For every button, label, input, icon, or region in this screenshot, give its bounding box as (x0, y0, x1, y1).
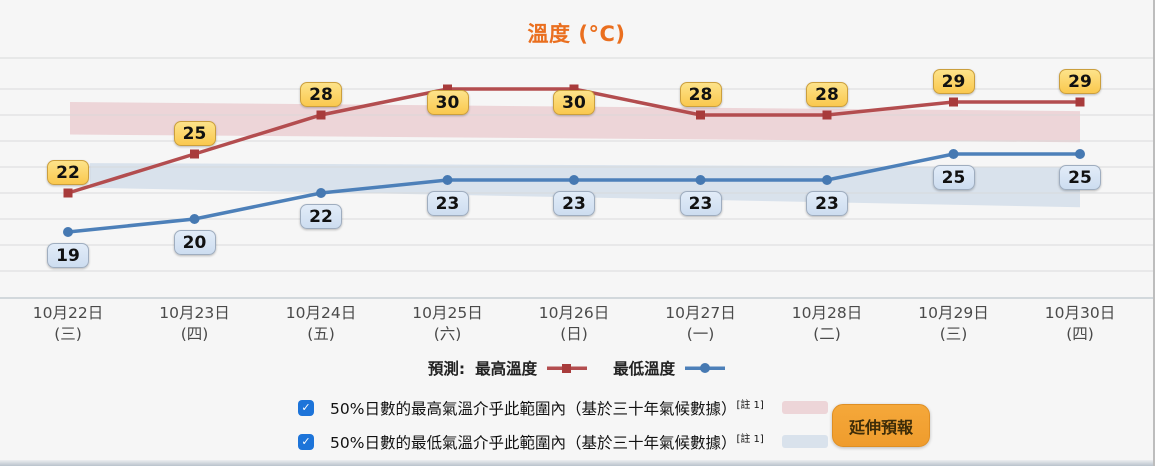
max-temp-value-label: 29 (932, 69, 975, 94)
min-temp-value-label: 23 (806, 191, 848, 216)
option-row-min-range: ✓ 50%日數的最低氣溫介乎此範圍內（基於三十年氣候數據）[註 1] (298, 430, 828, 453)
x-axis-label: 10月24日 (五) (285, 304, 357, 343)
min-temp-value-label: 20 (173, 230, 216, 255)
footnote-ref: [註 1] (736, 434, 764, 445)
max-temp-point (949, 97, 958, 107)
min-temp-point (695, 175, 706, 185)
max-temp-value-label: 30 (553, 90, 595, 115)
max-temp-value-label: 22 (47, 160, 89, 185)
legend-forecast-prefix: 預測: (427, 360, 466, 378)
x-axis-label: 10月28日 (二) (791, 304, 863, 343)
min-temp-value-label: 19 (47, 243, 89, 268)
min-temp-point (316, 188, 326, 198)
max-temp-value-label: 28 (679, 82, 722, 107)
min-temp-point (948, 149, 959, 159)
checkbox-max-range[interactable]: ✓ (298, 399, 314, 416)
legend-min-label: 最低溫度 (613, 360, 676, 378)
x-axis-label: 10月27日 (一) (665, 304, 736, 343)
min-temp-point (569, 175, 579, 185)
min-temp-point (63, 227, 73, 237)
footnote-ref: [註 1] (736, 400, 764, 411)
max-temp-value-label: 30 (426, 90, 469, 115)
x-axis-label: 10月30日 (四) (1044, 304, 1116, 343)
x-axis-label: 10月25日 (六) (412, 304, 483, 343)
max-range-swatch (781, 401, 828, 415)
min-temp-point (822, 175, 832, 185)
max-temp-point (63, 188, 73, 198)
legend-max-swatch (547, 364, 588, 373)
min-temp-value-label: 23 (679, 191, 722, 216)
option-max-range-label: 50%日數的最高氣溫介乎此範圍內（基於三十年氣候數據）[註 1] (330, 400, 764, 419)
checkbox-min-range[interactable]: ✓ (298, 433, 314, 450)
min-range-swatch (781, 435, 828, 449)
x-axis-label: 10月29日 (三) (918, 304, 989, 343)
max-temp-value-label: 28 (300, 82, 342, 107)
max-temp-point (822, 110, 832, 120)
min-temp-value-label: 23 (426, 191, 469, 216)
option-min-range-label: 50%日數的最低氣溫介乎此範圍內（基於三十年氣候數據）[註 1] (330, 434, 764, 453)
legend-max-label: 最高溫度 (475, 360, 538, 378)
legend-min-swatch (685, 363, 726, 373)
min-temp-value-label: 23 (553, 191, 595, 216)
extended-forecast-button[interactable]: 延伸預報 (832, 404, 930, 447)
x-axis-label: 10月23日 (四) (159, 304, 230, 343)
max-temp-value-label: 29 (1059, 69, 1101, 94)
min-temp-value-label: 25 (932, 165, 975, 190)
min-temp-value-label: 22 (300, 204, 342, 229)
max-temp-point (190, 149, 199, 159)
min-temp-point (189, 214, 200, 224)
max-temp-point (1075, 97, 1085, 107)
max-temp-value-label: 25 (173, 121, 216, 146)
max-temp-point (316, 110, 326, 120)
bottom-divider (0, 460, 1153, 466)
min-temp-point (1075, 149, 1085, 159)
min-temp-value-label: 25 (1059, 165, 1101, 190)
max-temp-value-label: 28 (806, 82, 848, 107)
legend: 預測: 最高溫度 最低溫度 (0, 357, 1153, 379)
max-temp-point (696, 110, 705, 120)
min-temp-point (442, 175, 453, 185)
x-axis-label: 10月22日 (三) (32, 304, 104, 343)
chart-title: 溫度 (°C) (527, 22, 626, 46)
option-row-max-range: ✓ 50%日數的最高氣溫介乎此範圍內（基於三十年氣候數據）[註 1] (298, 396, 828, 419)
x-axis-label: 10月26日 (日) (538, 304, 610, 343)
